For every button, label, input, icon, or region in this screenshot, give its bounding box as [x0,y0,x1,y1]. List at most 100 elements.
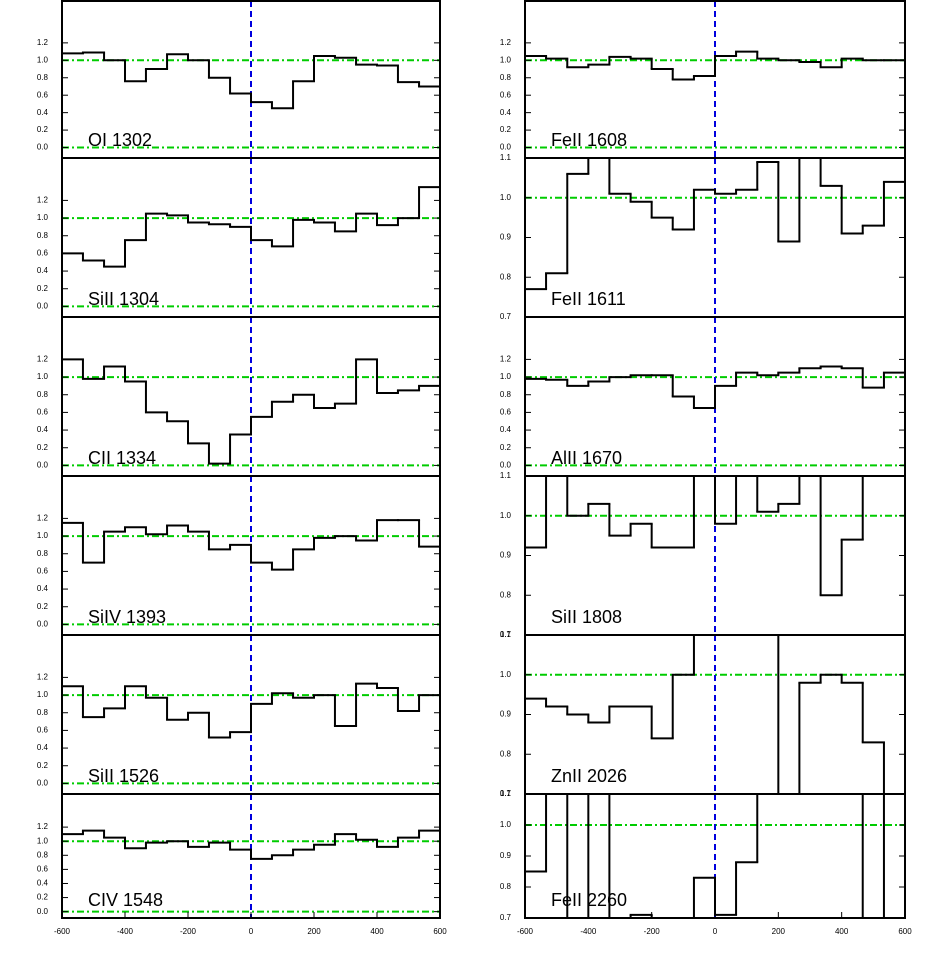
y-tick-label: 0.7 [500,630,512,639]
x-tick-label: 400 [835,927,849,936]
x-tick-label: 200 [307,927,321,936]
x-tick-label: -600 [54,927,71,936]
y-tick-label: 0.8 [37,549,49,558]
y-tick-label: 1.2 [37,355,49,364]
y-tick-label: 0.9 [500,710,512,719]
y-tick-label: 0.2 [37,443,49,452]
x-tick-label: 600 [898,927,912,936]
y-tick-label: 0.0 [500,461,512,470]
y-tick-label: 0.4 [37,425,49,434]
x-tick-label: 600 [433,927,447,936]
y-tick-label: 0.8 [500,73,512,82]
y-tick-label: 0.9 [500,851,512,860]
y-tick-label: 0.0 [37,907,49,916]
x-tick-label: -400 [580,927,597,936]
y-tick-label: 0.4 [500,108,512,117]
panel [525,794,905,918]
x-tick-label: 0 [249,927,254,936]
y-tick-label: 0.6 [500,90,512,99]
y-tick-label: 0.9 [500,551,512,560]
panel [62,476,440,635]
y-tick-label: 0.8 [37,708,49,717]
y-tick-label: 0.8 [37,850,49,859]
line-label: OI 1302 [88,130,152,150]
line-label: SiII 1304 [88,289,159,309]
y-tick-label: 0.0 [37,302,49,311]
panel [525,158,905,317]
y-tick-label: 0.8 [500,882,512,891]
line-label: SiII 1526 [88,766,159,786]
y-tick-label: 0.6 [37,864,49,873]
line-label: FeII 1611 [551,289,626,309]
x-tick-label: 0 [713,927,718,936]
y-tick-label: 0.2 [37,893,49,902]
panel [62,158,440,317]
y-tick-label: 0.6 [37,90,49,99]
y-tick-label: 1.2 [37,38,49,47]
y-tick-label: 0.7 [500,913,512,922]
y-tick-label: 0.0 [37,143,49,152]
y-tick-label: 1.0 [37,531,49,540]
y-tick-label: 0.2 [37,125,49,134]
x-tick-label: 400 [370,927,384,936]
panel [525,317,905,476]
y-tick-label: 1.1 [500,789,512,798]
y-tick-label: 1.1 [500,153,512,162]
line-label: SiII 1808 [551,607,622,627]
y-tick-label: 1.0 [500,55,512,64]
y-tick-label: 0.2 [500,125,512,134]
panel [525,476,905,635]
y-tick-label: 0.0 [37,779,49,788]
y-tick-label: 0.4 [500,425,512,434]
panel [62,794,440,918]
y-tick-label: 0.0 [37,461,49,470]
y-tick-label: 0.4 [37,108,49,117]
y-tick-label: 0.0 [37,620,49,629]
y-tick-label: 0.2 [37,761,49,770]
line-label: FeII 2260 [551,890,627,910]
y-tick-label: 0.8 [37,73,49,82]
y-tick-label: 1.0 [37,690,49,699]
line-label: FeII 1608 [551,130,627,150]
y-tick-label: 1.0 [500,820,512,829]
y-tick-label: 1.0 [500,372,512,381]
y-tick-label: 1.1 [500,471,512,480]
x-tick-label: -200 [644,927,661,936]
y-tick-label: 1.2 [37,514,49,523]
y-tick-label: 1.0 [500,511,512,520]
y-tick-label: 0.8 [37,390,49,399]
line-label: ZnII 2026 [551,766,627,786]
y-tick-label: 0.9 [500,233,512,242]
y-tick-label: 1.0 [37,213,49,222]
y-tick-label: 1.2 [37,196,49,205]
y-tick-label: 0.4 [37,743,49,752]
y-tick-label: 1.0 [37,55,49,64]
x-tick-label: 200 [772,927,786,936]
y-tick-label: 0.2 [37,602,49,611]
y-tick-label: 0.6 [37,567,49,576]
line-label: CII 1334 [88,448,156,468]
panel [62,317,440,476]
y-tick-label: 0.7 [500,312,512,321]
y-tick-label: 0.4 [37,584,49,593]
y-tick-label: 0.8 [500,272,512,281]
y-tick-label: 0.8 [500,590,512,599]
y-tick-label: 0.6 [37,249,49,258]
y-tick-label: 1.2 [37,673,49,682]
y-tick-label: 1.2 [37,822,49,831]
y-tick-label: 1.0 [500,670,512,679]
y-tick-label: 0.0 [500,143,512,152]
y-tick-label: 0.4 [37,879,49,888]
y-tick-label: 0.6 [37,726,49,735]
y-tick-label: 1.2 [500,355,512,364]
line-label: AlII 1670 [551,448,622,468]
panel [62,1,440,158]
panel [62,635,440,794]
x-tick-label: -600 [517,927,534,936]
y-tick-label: 1.0 [500,193,512,202]
panel [525,635,905,794]
y-tick-label: 0.8 [37,231,49,240]
y-tick-label: 0.6 [37,408,49,417]
y-tick-label: 1.0 [37,372,49,381]
